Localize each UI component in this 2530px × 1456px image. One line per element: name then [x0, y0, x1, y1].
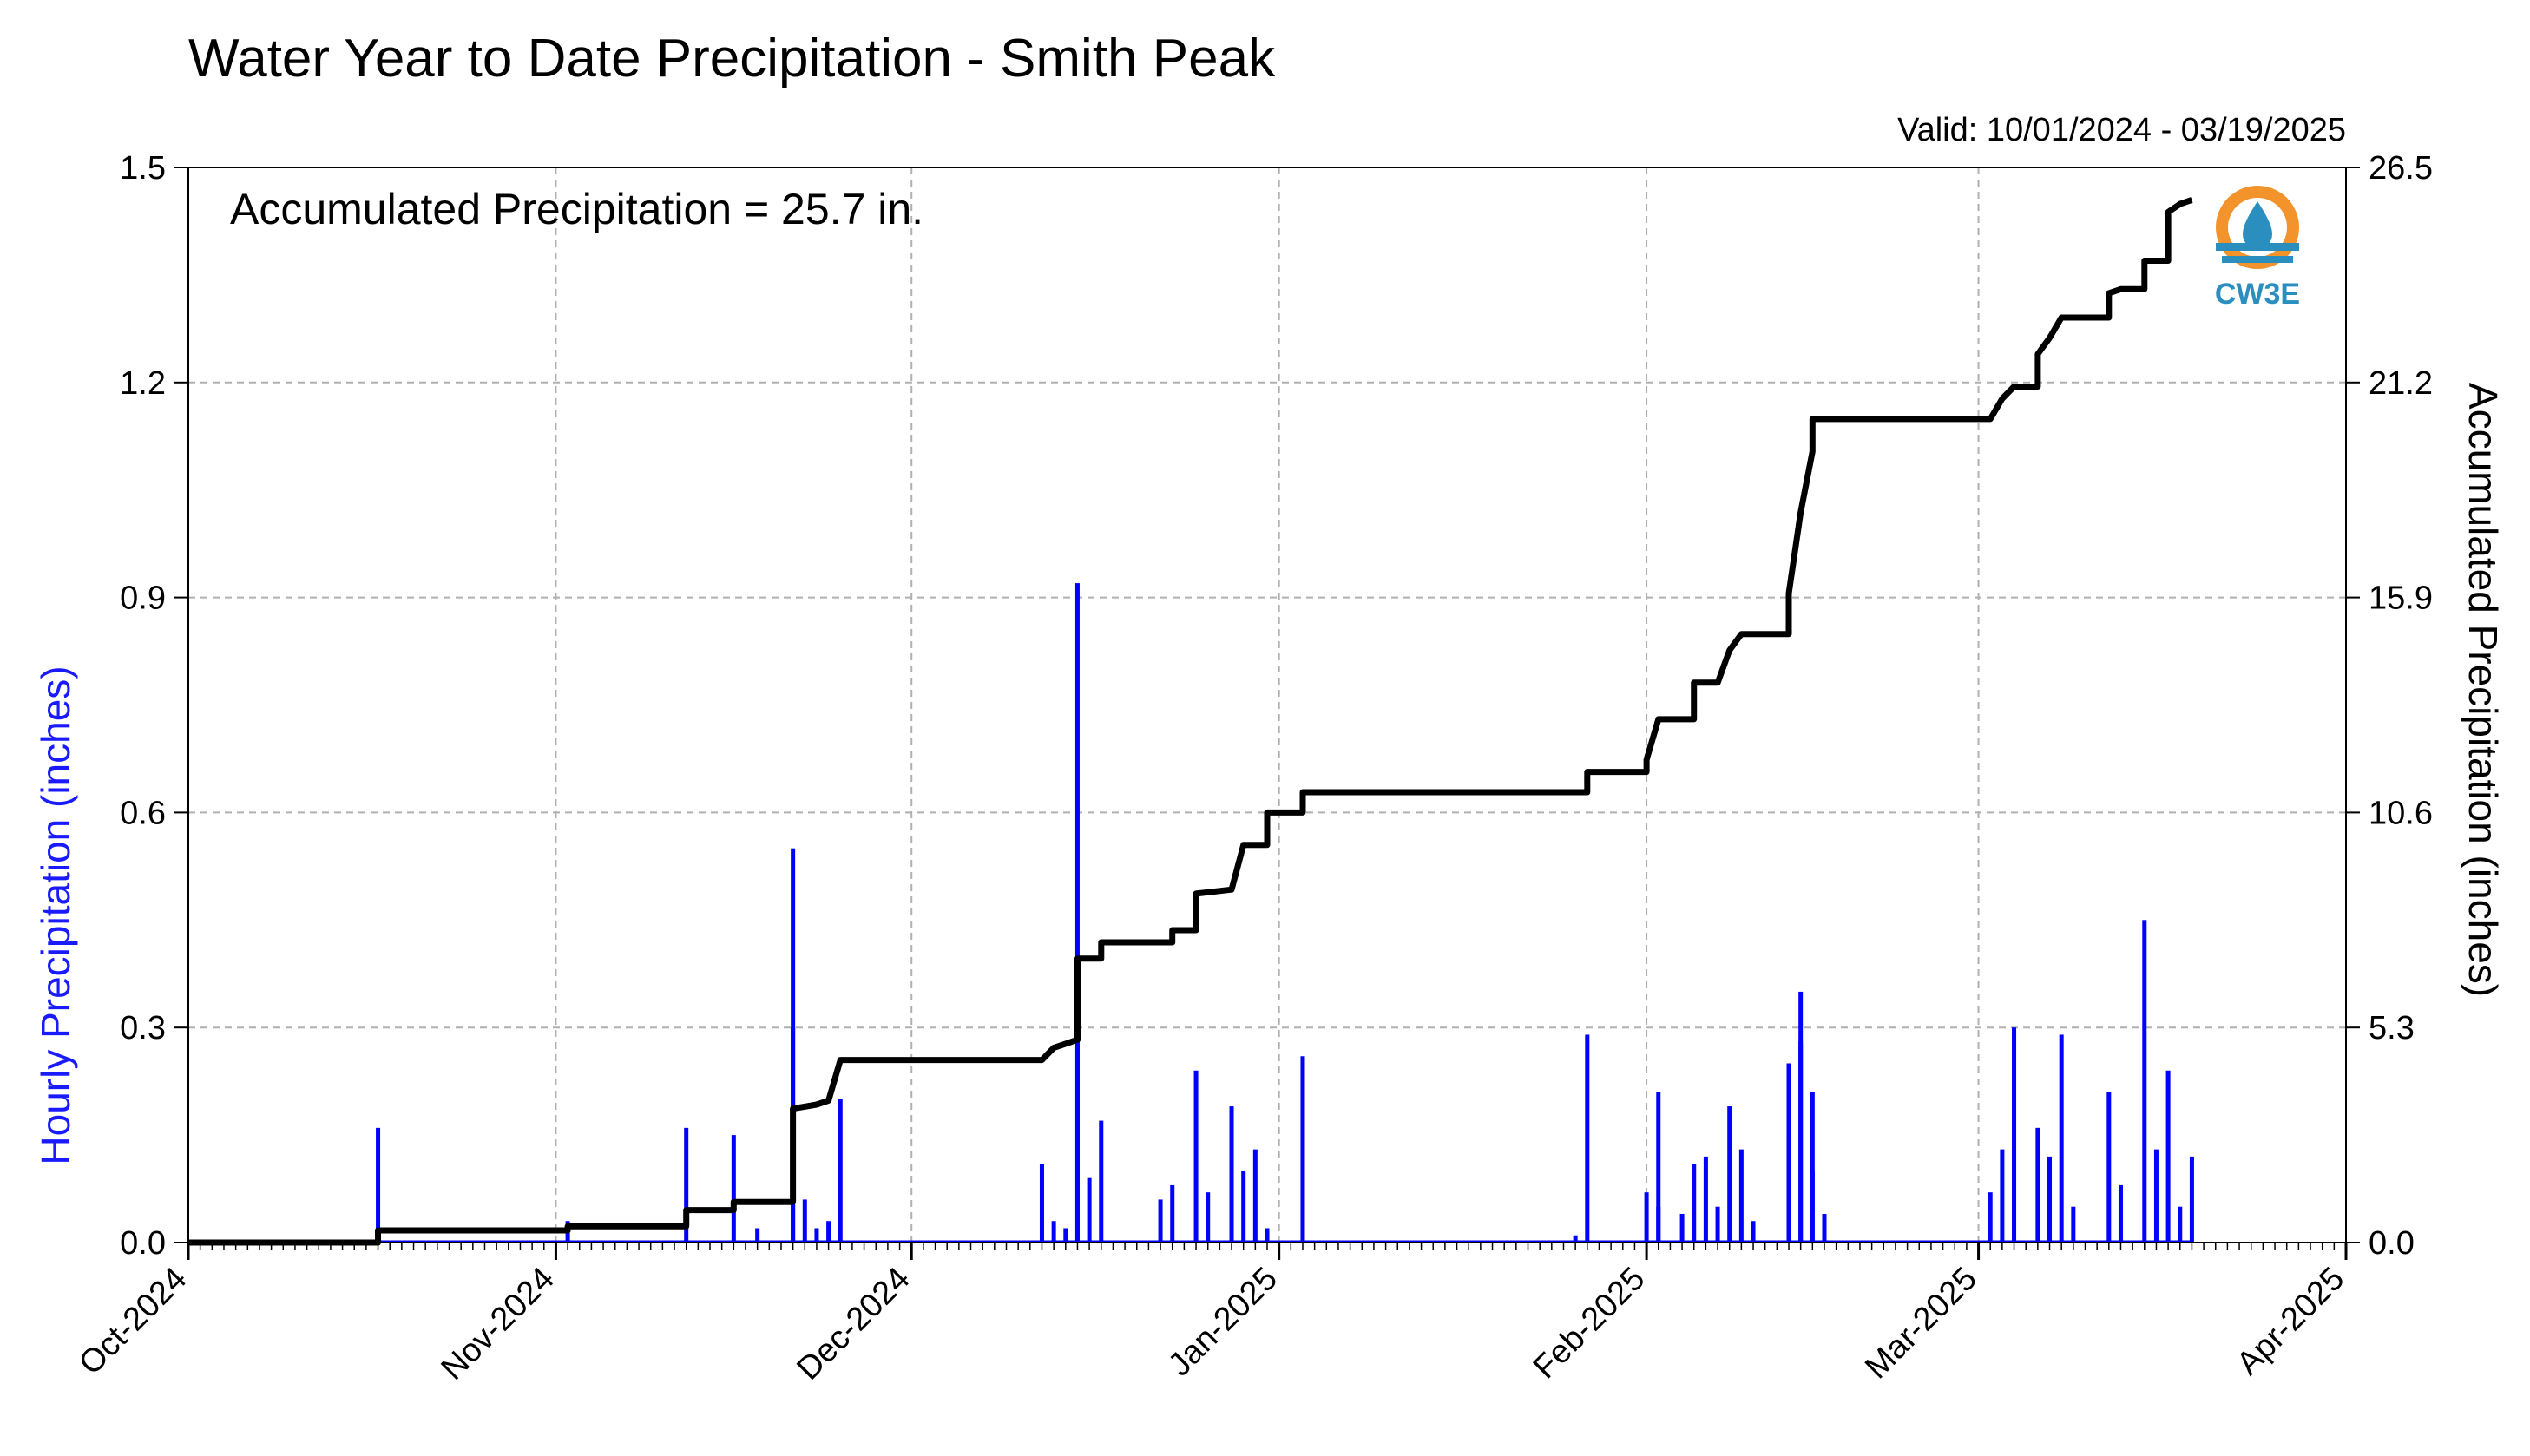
hourly-precipitation-bar	[1573, 1235, 1578, 1243]
logo-wave-icon	[2222, 256, 2293, 263]
hourly-precipitation-bar	[2142, 920, 2147, 1243]
y-tick-label-left: 1.5	[120, 150, 166, 187]
hourly-precipitation-bar	[2012, 1027, 2017, 1243]
logo-text: CW3E	[2215, 278, 2300, 311]
hourly-precipitation-bar	[826, 1221, 831, 1243]
y-tick-label-left: 0.9	[120, 580, 166, 617]
hourly-precipitation-bar	[1087, 1177, 1092, 1243]
y-tick-label-right: 5.3	[2369, 1010, 2415, 1046]
hourly-precipitation-bar	[731, 1135, 736, 1243]
valid-date-range: Valid: 10/01/2024 - 03/19/2025	[1897, 112, 2346, 148]
y-tick-label-right: 0.0	[2369, 1225, 2415, 1262]
hourly-precipitation-bar	[1656, 1092, 1661, 1243]
y-tick-label-right: 15.9	[2369, 580, 2433, 617]
plot-area-frame	[187, 167, 2347, 1243]
hourly-precipitation-bar	[2178, 1206, 2183, 1243]
hourly-precipitation-bar	[1063, 1228, 1068, 1243]
hourly-precipitation-bar	[2118, 1184, 2123, 1243]
hourly-precipitation-bar	[1692, 1164, 1697, 1243]
hourly-precipitation-bar	[802, 1199, 807, 1243]
hourly-precipitation-bar	[1170, 1184, 1175, 1243]
cw3e-logo: CW3E	[2215, 186, 2300, 311]
hourly-precipitation-bar	[2165, 1070, 2171, 1243]
hourly-precipitation-bar	[1786, 1063, 1791, 1243]
hourly-precipitation-bar	[1679, 1213, 1685, 1243]
hourly-precipitation-bar	[1703, 1156, 1708, 1243]
hourly-precipitation-bar	[1206, 1192, 1211, 1243]
hourly-precipitation-bars	[188, 583, 2194, 1243]
y-tick-label-right: 10.6	[2369, 795, 2433, 831]
x-tick-label: Nov-2024	[435, 1261, 562, 1387]
hourly-precipitation-bar	[1822, 1213, 1827, 1243]
hourly-precipitation-bar	[1810, 1171, 1815, 1243]
x-tick-label: Oct-2024	[72, 1261, 194, 1382]
hourly-precipitation-bar	[1798, 1041, 1804, 1243]
logo-wave-icon	[2216, 243, 2299, 251]
hourly-precipitation-bar	[2189, 1156, 2194, 1243]
hourly-precipitation-bar	[1300, 1056, 1305, 1243]
hourly-precipitation-bar	[1751, 1221, 1756, 1243]
hourly-precipitation-bar	[1099, 1120, 1104, 1243]
hourly-precipitation-bar	[1074, 583, 1080, 1243]
logo-drop-icon	[2243, 201, 2272, 249]
hourly-precipitation-bar	[684, 1127, 689, 1243]
accumulated-total-annotation: Accumulated Precipitation = 25.7 in.	[230, 185, 923, 233]
hourly-precipitation-bar	[814, 1228, 819, 1243]
hourly-precipitation-bar	[1158, 1199, 1163, 1243]
hourly-precipitation-bar	[1193, 1070, 1199, 1243]
hourly-precipitation-bar	[1039, 1164, 1044, 1243]
y-tick-label-left: 1.2	[120, 365, 166, 402]
grid-lines	[188, 167, 2346, 1243]
y-tick-label-right: 26.5	[2369, 150, 2433, 187]
hourly-precipitation-bar	[2106, 1092, 2112, 1243]
hourly-precipitation-bar	[376, 1127, 381, 1243]
y-tick-label-right: 21.2	[2369, 365, 2433, 402]
x-tick-label: Mar-2025	[1858, 1261, 1984, 1387]
hourly-precipitation-bar	[2000, 1149, 2005, 1243]
y-tick-label-left: 0.3	[120, 1010, 166, 1046]
y-axis-left-label: Hourly Precipitation (inches)	[33, 666, 78, 1164]
hourly-precipitation-bar	[1585, 1034, 1590, 1243]
x-tick-label: Dec-2024	[790, 1261, 917, 1387]
hourly-precipitation-bar	[1810, 1092, 1815, 1243]
hourly-precipitation-bar	[838, 1099, 843, 1243]
chart-title: Water Year to Date Precipitation - Smith…	[188, 29, 1276, 89]
y-tick-label-left: 0.6	[120, 795, 166, 831]
hourly-precipitation-bar	[1265, 1228, 1270, 1243]
hourly-precipitation-bar	[2059, 1034, 2064, 1243]
y-tick-label-left: 0.0	[120, 1225, 166, 1262]
axes: 0.0 0.0 0.3 5.3 0.6 10.6 0.9 15.9 1.2 21.2 1.5 26.5…	[72, 150, 2433, 1387]
hourly-precipitation-bar	[755, 1228, 760, 1243]
hourly-precipitation-bar	[1051, 1221, 1056, 1243]
x-tick-label: Jan-2025	[1161, 1261, 1285, 1384]
hourly-precipitation-bar	[2153, 1149, 2159, 1243]
hourly-precipitation-bar	[1738, 1149, 1744, 1243]
hourly-precipitation-bar	[2035, 1127, 2040, 1243]
hourly-precipitation-bar	[1229, 1106, 1234, 1243]
hourly-precipitation-bar	[1644, 1192, 1649, 1243]
hourly-precipitation-bar	[2071, 1206, 2076, 1243]
hourly-precipitation-bar	[1074, 955, 1080, 1243]
hourly-precipitation-bar	[1715, 1206, 1720, 1243]
hourly-precipitation-bar	[2047, 1156, 2053, 1243]
hourly-precipitation-bar	[1252, 1149, 1258, 1243]
hourly-precipitation-bar	[1241, 1171, 1246, 1243]
hourly-precipitation-bar	[1727, 1106, 1732, 1243]
accumulated-precipitation-line	[188, 197, 2193, 1246]
x-tick-label: Apr-2025	[2230, 1261, 2351, 1382]
hourly-precipitation-bar	[1988, 1192, 1993, 1243]
y-axis-right-label: Accumulated Precipitation (inches)	[2461, 383, 2506, 997]
x-tick-label: Feb-2025	[1527, 1261, 1653, 1387]
